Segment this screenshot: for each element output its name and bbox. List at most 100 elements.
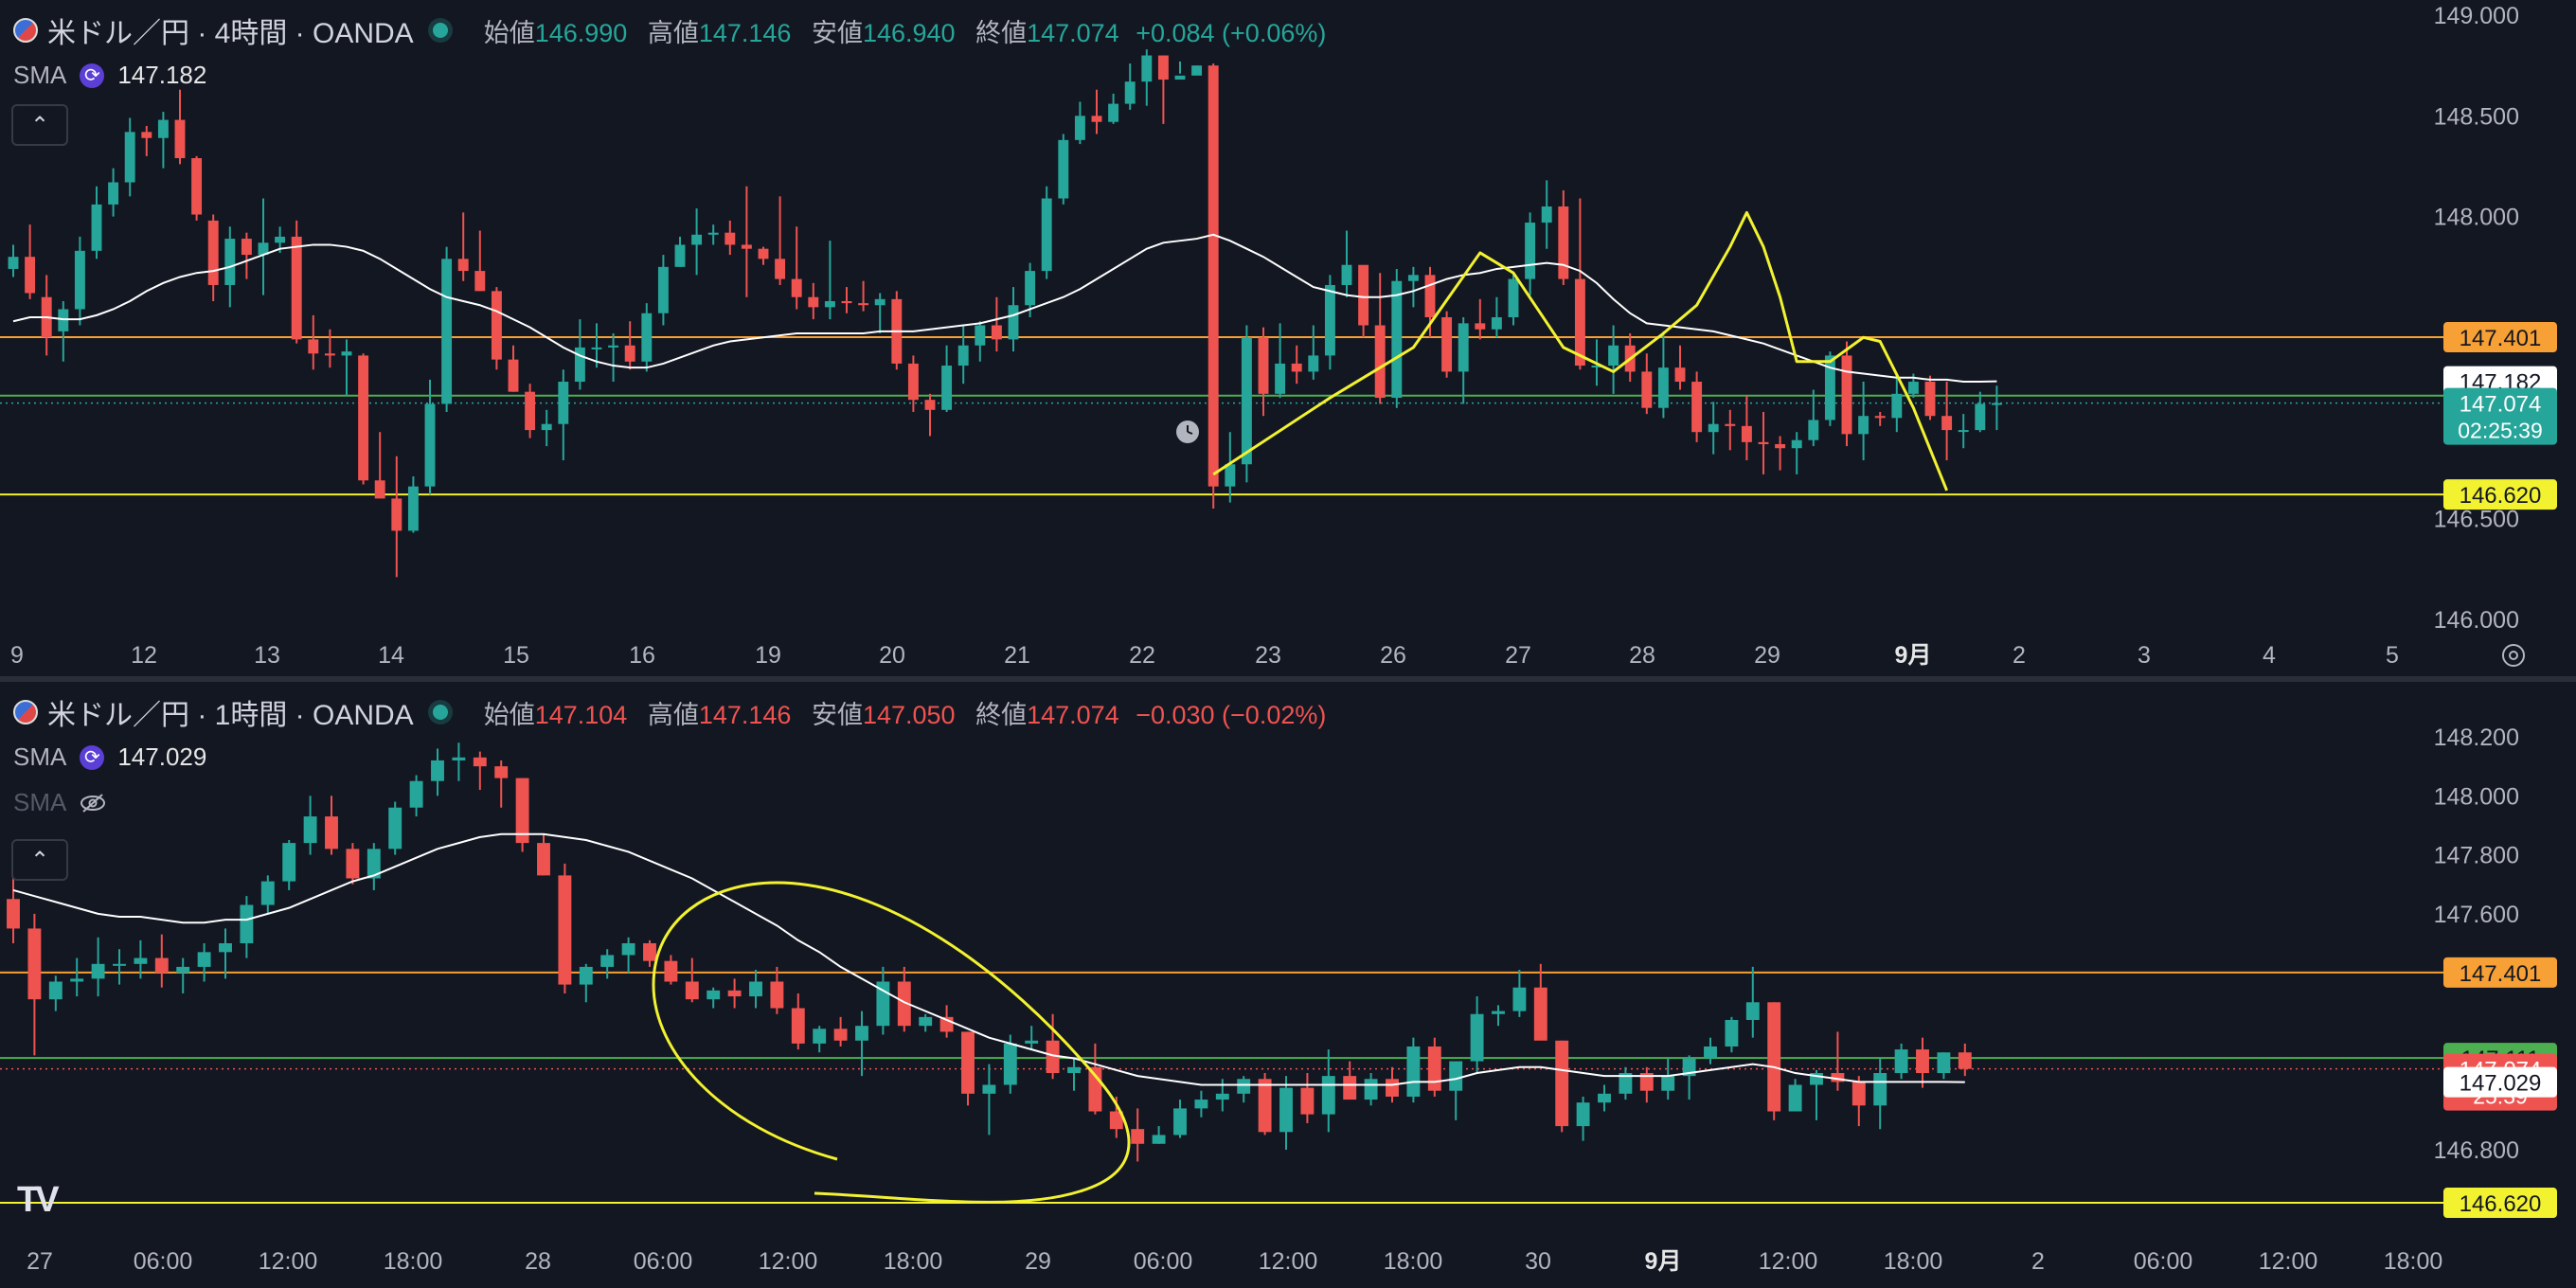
- candle-body: [1141, 55, 1153, 82]
- price-label-146.620: [2443, 479, 2557, 510]
- candle-body: [1108, 103, 1119, 122]
- y-tick-label: 148.200: [2434, 724, 2519, 751]
- candle-body: [224, 239, 236, 285]
- candle-body: [291, 236, 302, 340]
- x-tick-label: 06:00: [2134, 1248, 2193, 1275]
- chart-pane-1h[interactable]: 148.200 148.000 147.800 147.600 146.800 27 06:…: [0, 682, 2576, 1288]
- tradingview-logo[interactable]: TV: [17, 1180, 60, 1220]
- chart-1h-canvas[interactable]: 148.200 148.000 147.800 147.600 146.800 27 06:…: [0, 682, 2576, 1288]
- candle-body: [473, 757, 487, 767]
- price-label-147.074: [2443, 387, 2557, 445]
- candle-body: [1275, 363, 1286, 394]
- candle-body: [1341, 264, 1352, 285]
- candle-body: [664, 960, 678, 982]
- usd-jpy-flag-icon: [13, 18, 38, 43]
- indicator-sma-hidden[interactable]: SMA: [13, 788, 106, 817]
- candle-body: [1174, 75, 1186, 80]
- candle-body: [1639, 1073, 1654, 1091]
- candle-body: [1407, 275, 1419, 281]
- candle-body: [791, 1008, 805, 1044]
- candle-body: [1300, 1087, 1315, 1115]
- candle-body: [1674, 367, 1686, 383]
- candle-body: [1470, 1013, 1484, 1062]
- collapse-legend-button[interactable]: ⌃: [11, 839, 68, 881]
- gear-icon[interactable]: [2502, 644, 2525, 667]
- x-tick-label: 16: [629, 642, 655, 669]
- candle-body: [374, 480, 385, 499]
- candle-body: [1191, 65, 1203, 76]
- x-tick-label: 27: [1505, 642, 1531, 669]
- candle-body: [643, 943, 656, 961]
- candle-body: [1215, 1093, 1229, 1100]
- candle-body: [741, 244, 752, 249]
- candle-body: [1657, 367, 1669, 408]
- candle-body: [1279, 1087, 1293, 1133]
- y-tick-label: 146.000: [2434, 607, 2519, 634]
- candle-body: [991, 325, 1002, 340]
- candle-body: [388, 807, 402, 850]
- candle-body: [1508, 278, 1519, 317]
- candle-body: [124, 132, 135, 183]
- symbol-title[interactable]: 米ドル／円 · 1時間 · OANDA: [47, 700, 414, 731]
- candle-body: [391, 498, 402, 531]
- price-label-text: 147.029: [2460, 1071, 2542, 1097]
- candle-body: [1808, 420, 1819, 440]
- gear-icon-center: [2509, 651, 2518, 660]
- sync-icon[interactable]: ⟳: [80, 63, 105, 88]
- x-tick-label: 18:00: [1384, 1248, 1443, 1275]
- candle-body: [70, 978, 84, 982]
- collapse-legend-button[interactable]: ⌃: [11, 104, 68, 146]
- candle-body: [282, 843, 296, 882]
- candle-body: [191, 157, 203, 215]
- candle-body: [1924, 382, 1936, 417]
- candle-body: [1661, 1076, 1675, 1091]
- pane-divider[interactable]: [0, 676, 2576, 682]
- candle-body: [858, 303, 869, 306]
- indicator-sma[interactable]: SMA ⟳ 147.029: [13, 742, 207, 771]
- x-tick-label: 12:00: [759, 1248, 818, 1275]
- candle-body: [358, 355, 369, 481]
- candle-body: [409, 780, 423, 808]
- candle-body: [749, 981, 762, 997]
- sync-icon[interactable]: ⟳: [80, 744, 105, 770]
- x-tick-label: 12: [131, 642, 157, 669]
- candle-body: [1492, 1011, 1505, 1014]
- x-tick-label: 26: [1380, 642, 1406, 669]
- eye-off-icon[interactable]: [80, 793, 106, 814]
- x-tick-label: 21: [1004, 642, 1030, 669]
- price-label-147.029: [2443, 1066, 2557, 1098]
- candle-body: [674, 244, 686, 267]
- candle-body: [1374, 325, 1386, 399]
- market-open-icon: [432, 705, 448, 720]
- candle-body: [491, 291, 502, 360]
- candle-body: [941, 366, 953, 410]
- candle-body: [1475, 323, 1486, 330]
- candle-body: [258, 242, 269, 256]
- candle-body: [1258, 337, 1269, 394]
- candle-body: [541, 423, 552, 431]
- candle-body: [1291, 363, 1302, 372]
- candle-body: [346, 849, 360, 879]
- y-tick-label: 148.000: [2434, 783, 2519, 810]
- candle-body: [1858, 416, 1869, 435]
- x-tick-label: 28: [525, 1248, 551, 1275]
- candle-body: [134, 957, 148, 964]
- candle-body: [1058, 139, 1069, 199]
- x-tick-label: 12:00: [1759, 1248, 1818, 1275]
- indicator-sma[interactable]: SMA ⟳ 147.182: [13, 61, 207, 89]
- chart-4h-canvas[interactable]: 149.000 148.500 148.000 146.500 146.000 9 12 13…: [0, 0, 2576, 678]
- candle-body: [758, 248, 769, 259]
- candle-body: [1874, 416, 1886, 419]
- symbol-title[interactable]: 米ドル／円 · 4時間 · OANDA: [47, 18, 414, 49]
- usd-jpy-flag-icon: [13, 700, 38, 724]
- price-label-text: 147.401: [2460, 326, 2542, 351]
- candle-body: [824, 300, 835, 308]
- candle-body: [1958, 430, 1969, 433]
- x-tick-label: 29: [1025, 1248, 1051, 1275]
- candle-body: [1441, 317, 1453, 372]
- chart-pane-4h[interactable]: 149.000 148.500 148.000 146.500 146.000 9 12 13…: [0, 0, 2576, 678]
- x-tick-label: 13: [254, 642, 280, 669]
- candle-body: [1682, 1058, 1696, 1077]
- candle-body: [27, 928, 42, 1000]
- candle-body: [1824, 355, 1835, 420]
